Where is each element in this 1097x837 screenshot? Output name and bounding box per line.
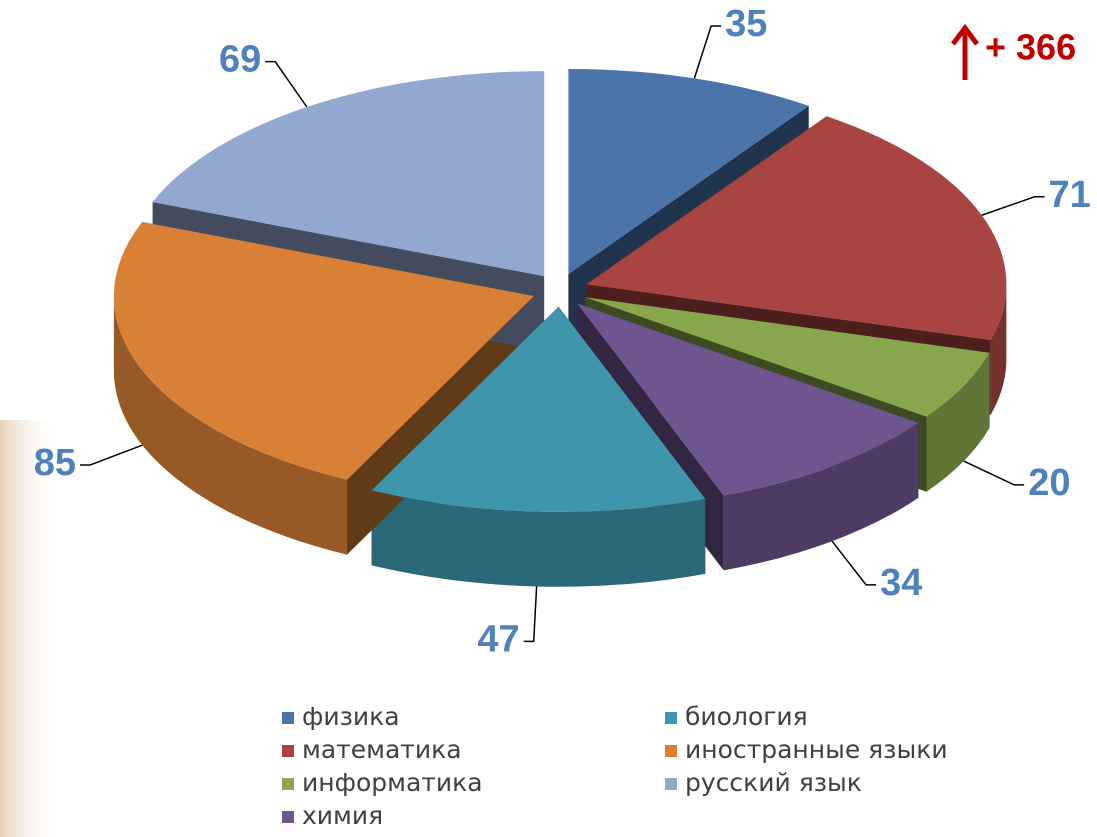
leader-line [963,460,1025,486]
legend-swatch [282,811,294,823]
leader-line [693,25,722,79]
slice [371,306,706,512]
background-photo [0,420,60,837]
slice [152,71,545,277]
slice [585,297,990,417]
legend-label: математика [302,735,462,764]
leader-line [831,540,877,586]
legend-swatch [665,778,677,790]
slice [577,303,919,496]
legend-label: русский язык [685,768,862,797]
value-label: 20 [1028,462,1070,504]
legend-label: физика [302,702,400,731]
value-label: 34 [880,562,922,604]
value-label: 71 [1049,174,1091,216]
legend-label: иностранные языки [685,735,948,764]
slice-side [723,422,919,571]
slice [113,221,534,480]
legend-swatch [665,745,677,757]
slice [568,68,809,274]
up-arrow [951,23,979,80]
annotation: + 366 [985,27,1076,68]
slice-tops [113,68,1007,512]
legend-swatch [282,712,294,724]
leader-line [981,195,1045,216]
legend-swatch [665,712,677,724]
leader-line [523,586,538,643]
slice-side [371,490,706,587]
legend-label: биология [685,702,808,731]
slice-side [926,352,990,492]
legend-swatch [282,745,294,757]
legend-label: информатика [302,768,483,797]
value-label: 85 [34,442,76,484]
slice-side [990,284,1007,415]
legend: физика математика информатика химия биология… [282,702,948,830]
leader-line [80,444,143,466]
slice [586,116,1007,340]
value-labels: 35 71 20 34 47 85 69 [34,3,1091,660]
legend-label: химия [302,801,383,830]
leader-line [265,60,308,108]
legend-swatch [282,778,294,790]
value-label: 69 [219,39,261,81]
value-label: 47 [477,618,519,660]
value-label: 35 [725,3,767,45]
slice-side [113,296,347,555]
